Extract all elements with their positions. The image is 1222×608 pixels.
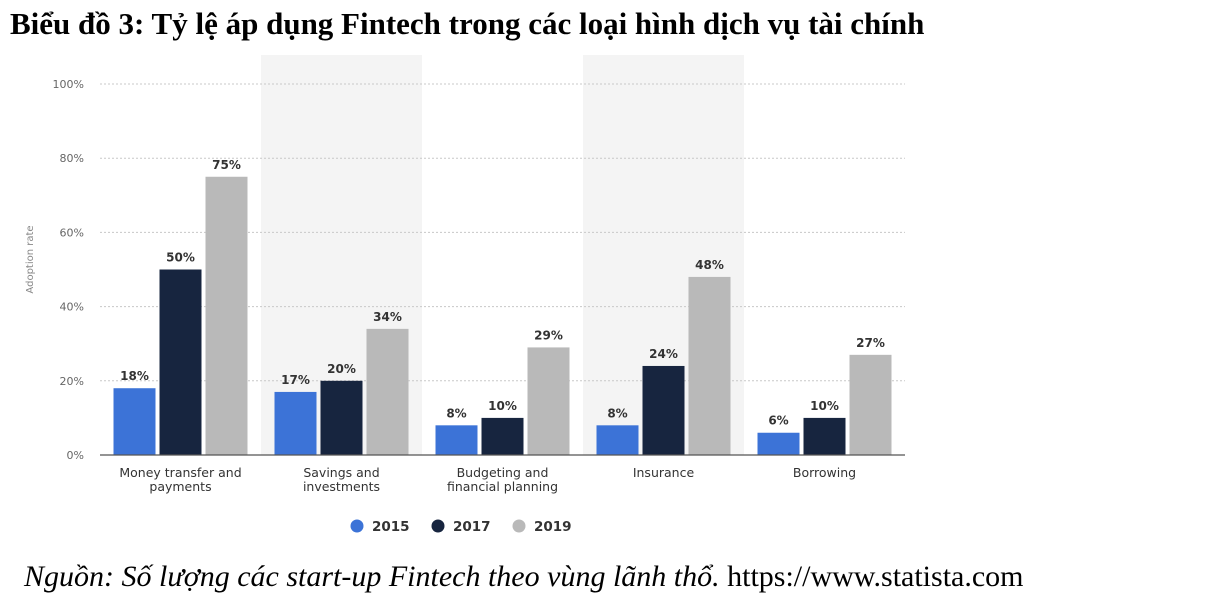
category-label: Borrowing — [793, 465, 856, 480]
category-label: payments — [149, 479, 211, 494]
category-label: financial planning — [447, 479, 558, 494]
legend-label: 2017 — [453, 519, 491, 535]
y-tick-label: 100% — [53, 78, 84, 91]
y-tick-label: 60% — [60, 226, 84, 239]
bar-2015 — [435, 425, 478, 455]
bar-2015 — [757, 432, 800, 455]
legend-marker-2017 — [431, 519, 445, 533]
category-label: Insurance — [633, 465, 695, 480]
bar-2017 — [159, 269, 202, 455]
bar-2019 — [205, 176, 248, 455]
data-label: 18% — [120, 369, 149, 383]
data-label: 27% — [856, 336, 885, 350]
data-label: 10% — [810, 399, 839, 413]
chart-title: Biểu đồ 3: Tỷ lệ áp dụng Fintech trong c… — [10, 6, 925, 41]
bar-2017 — [481, 417, 524, 455]
data-label: 75% — [212, 158, 241, 172]
y-tick-label: 40% — [60, 301, 84, 314]
chart-container: 0% 20% 40% 60% 80% 100% Adoption rate 18% 50% 75%… — [0, 55, 930, 555]
category-label: Savings and — [303, 465, 379, 480]
bar-2017 — [642, 365, 685, 455]
data-label: 10% — [488, 399, 517, 413]
y-tick-label: 20% — [60, 375, 84, 388]
bar-2019 — [849, 354, 892, 455]
source-note: Nguồn: Số lượng các start-up Fintech the… — [24, 560, 1024, 594]
bar-2015 — [113, 388, 156, 455]
legend-label: 2015 — [372, 519, 410, 535]
category-label: Budgeting and — [457, 465, 549, 480]
category-label: investments — [303, 479, 380, 494]
y-tick-label: 80% — [60, 152, 84, 165]
source-url: https://www.statista.com — [727, 560, 1024, 593]
data-label: 17% — [281, 373, 310, 387]
bar-2019 — [688, 276, 731, 455]
data-label: 34% — [373, 310, 402, 324]
bar-2019 — [366, 328, 409, 455]
data-label: 29% — [534, 328, 563, 342]
data-label: 6% — [768, 414, 788, 428]
bar-2019 — [527, 347, 570, 455]
bar-2015 — [274, 391, 317, 455]
y-tick-label: 0% — [67, 449, 84, 462]
data-label: 8% — [446, 406, 466, 420]
source-text: Nguồn: Số lượng các start-up Fintech the… — [24, 560, 720, 593]
data-label: 24% — [649, 347, 678, 361]
bar-2015 — [596, 425, 639, 455]
legend-marker-2015 — [350, 519, 364, 533]
data-label: 20% — [327, 362, 356, 376]
data-label: 48% — [695, 258, 724, 272]
y-axis-label: Adoption rate — [25, 225, 36, 293]
data-label: 8% — [607, 406, 627, 420]
legend-label: 2019 — [534, 519, 572, 535]
legend-marker-2019 — [512, 519, 526, 533]
category-label: Money transfer and — [119, 465, 241, 480]
bar-2017 — [803, 417, 846, 455]
bar-chart: 0% 20% 40% 60% 80% 100% Adoption rate 18% 50% 75%… — [25, 55, 905, 535]
bar-2017 — [320, 380, 363, 455]
data-label: 50% — [166, 251, 195, 265]
